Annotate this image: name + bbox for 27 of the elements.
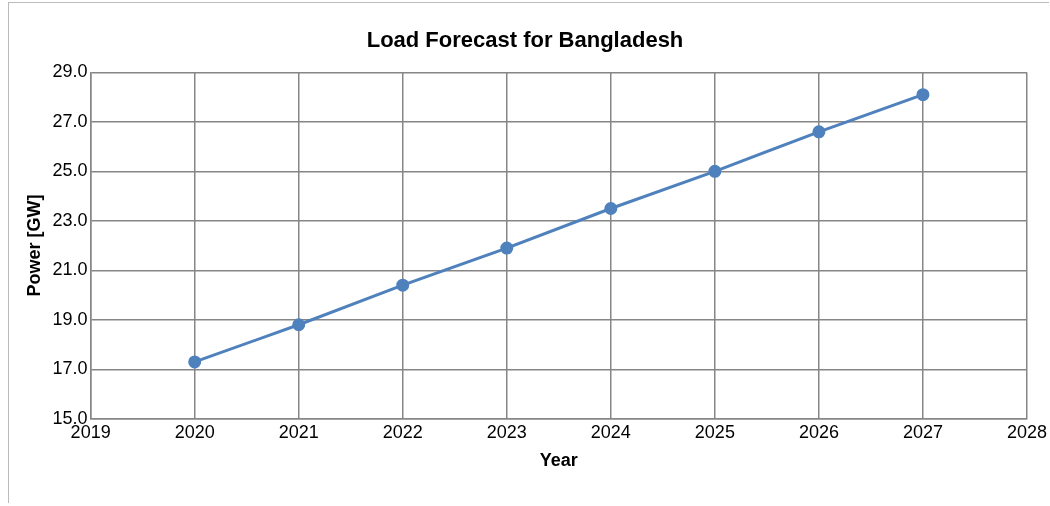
- chart-title: Load Forecast for Bangladesh: [366, 27, 684, 53]
- x-tick-label: 2023: [486, 421, 527, 442]
- point: [604, 201, 618, 215]
- y-tick-label: 19.0: [52, 308, 88, 329]
- y-tick-label: 29.0: [52, 61, 88, 82]
- x-tick-label: 2026: [798, 421, 839, 442]
- x-tick-label: 2027: [902, 421, 943, 442]
- y-tick-label: 21.0: [52, 259, 88, 280]
- point: [188, 355, 202, 369]
- y-tick-label: 25.0: [52, 160, 88, 181]
- point: [812, 125, 826, 139]
- point: [916, 88, 930, 102]
- point: [396, 278, 410, 292]
- point: [500, 241, 514, 255]
- x-tick-label: 2020: [174, 421, 215, 442]
- y-axis-title: Power [GW]: [23, 194, 44, 297]
- y-tick-label: 27.0: [52, 110, 88, 131]
- point: [708, 164, 722, 178]
- x-tick-label: 2024: [590, 421, 631, 442]
- y-tick-label: 17.0: [52, 358, 88, 379]
- y-tick-label: 23.0: [52, 209, 88, 230]
- x-tick-label: 2025: [694, 421, 735, 442]
- point: [292, 318, 306, 332]
- x-tick-label: 2022: [382, 421, 423, 442]
- x-axis-title: Year: [539, 450, 578, 471]
- x-tick-label: 2028: [1006, 421, 1047, 442]
- x-tick-label: 2021: [278, 421, 319, 442]
